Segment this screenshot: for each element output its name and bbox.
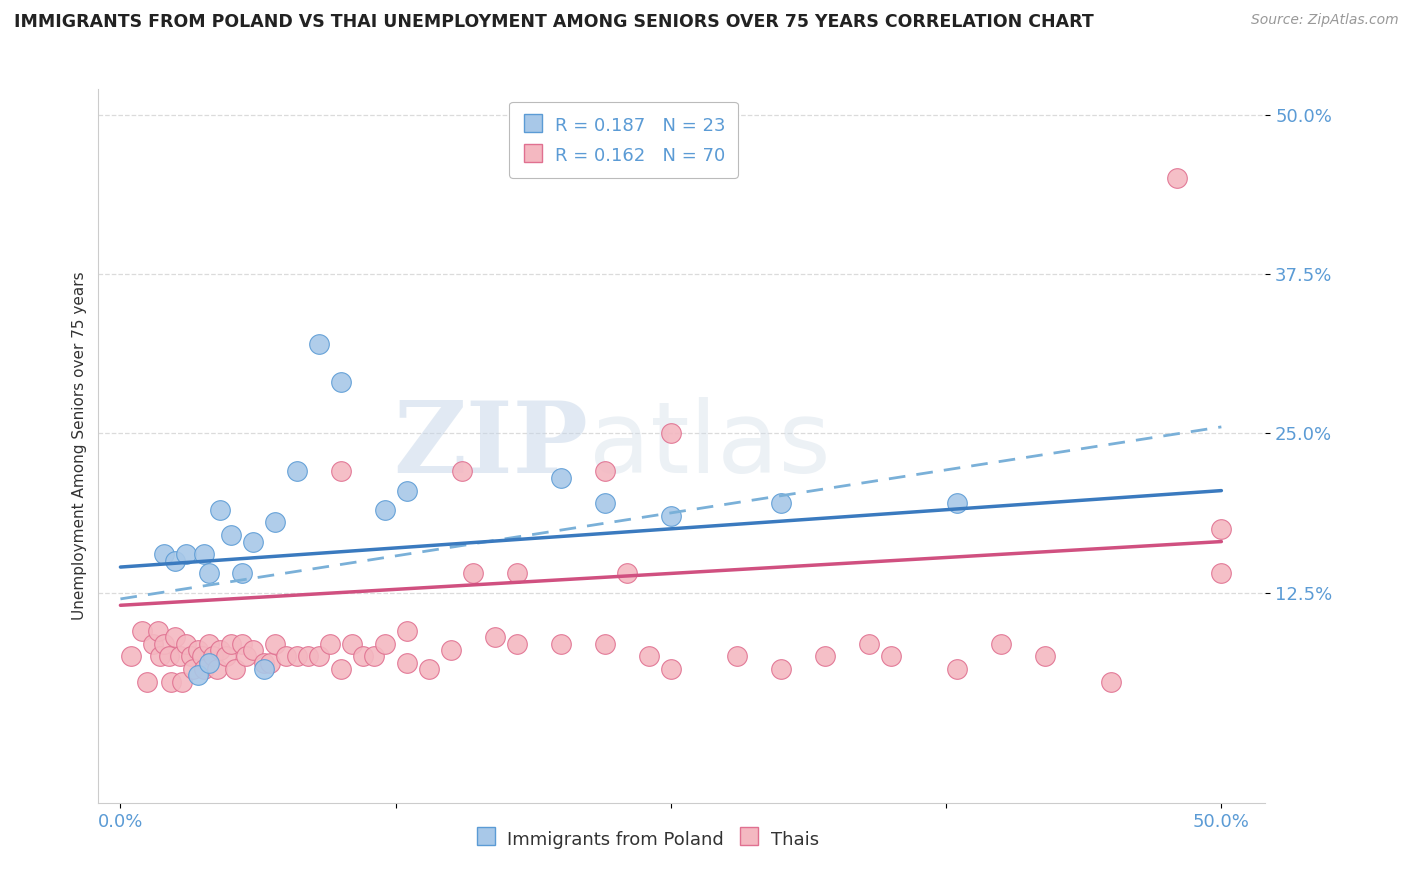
Point	[374, 636, 396, 650]
Point	[285, 465, 308, 479]
Legend: Immigrants from Poland, Thais: Immigrants from Poland, Thais	[465, 819, 828, 858]
Point	[308, 337, 330, 351]
Point	[395, 483, 418, 498]
Point	[340, 636, 363, 650]
Point	[193, 547, 215, 561]
Point	[142, 636, 165, 650]
Point	[814, 649, 837, 664]
Point	[769, 662, 792, 676]
Point	[263, 636, 285, 650]
Point	[395, 656, 418, 670]
Point	[395, 624, 418, 638]
Point	[252, 656, 274, 670]
Point	[219, 636, 242, 650]
Point	[242, 643, 264, 657]
Point	[157, 649, 180, 664]
Point	[297, 649, 319, 664]
Point	[880, 649, 903, 664]
Point	[484, 630, 506, 644]
Point	[120, 649, 142, 664]
Point	[259, 656, 281, 670]
Point	[176, 636, 198, 650]
Point	[180, 649, 202, 664]
Point	[207, 662, 229, 676]
Point	[946, 662, 969, 676]
Point	[769, 496, 792, 510]
Point	[329, 376, 352, 390]
Point	[131, 624, 153, 638]
Point	[329, 465, 352, 479]
Point	[374, 502, 396, 516]
Point	[363, 649, 385, 664]
Point	[450, 465, 472, 479]
Point	[231, 566, 253, 581]
Point	[231, 636, 253, 650]
Point	[550, 471, 572, 485]
Point	[263, 516, 285, 530]
Point	[181, 662, 204, 676]
Point	[274, 649, 297, 664]
Point	[659, 426, 682, 441]
Point	[593, 465, 616, 479]
Point	[146, 624, 169, 638]
Point	[215, 649, 238, 664]
Point	[285, 649, 308, 664]
Point	[329, 662, 352, 676]
Point	[318, 636, 340, 650]
Point	[197, 566, 219, 581]
Point	[197, 656, 219, 670]
Point	[659, 662, 682, 676]
Point	[176, 547, 198, 561]
Point	[135, 674, 157, 689]
Point	[201, 649, 224, 664]
Point	[946, 496, 969, 510]
Point	[616, 566, 638, 581]
Point	[172, 674, 194, 689]
Point	[186, 643, 208, 657]
Point	[235, 649, 257, 664]
Point	[224, 662, 246, 676]
Point	[638, 649, 661, 664]
Point	[593, 636, 616, 650]
Point	[242, 534, 264, 549]
Point	[725, 649, 748, 664]
Point	[193, 662, 215, 676]
Point	[169, 649, 191, 664]
Point	[208, 643, 231, 657]
Point	[506, 566, 529, 581]
Text: ZIP: ZIP	[394, 398, 589, 494]
Point	[1033, 649, 1056, 664]
Point	[149, 649, 172, 664]
Point	[165, 554, 187, 568]
Point	[160, 674, 183, 689]
Point	[153, 636, 176, 650]
Point	[252, 662, 274, 676]
Point	[165, 630, 187, 644]
Point	[352, 649, 374, 664]
Point	[506, 636, 529, 650]
Point	[461, 566, 484, 581]
Point	[186, 668, 208, 682]
Point	[418, 662, 440, 676]
Point	[858, 636, 880, 650]
Point	[659, 509, 682, 524]
Point	[1166, 171, 1188, 186]
Point	[593, 496, 616, 510]
Point	[219, 528, 242, 542]
Y-axis label: Unemployment Among Seniors over 75 years: Unemployment Among Seniors over 75 years	[72, 272, 87, 620]
Point	[550, 636, 572, 650]
Text: IMMIGRANTS FROM POLAND VS THAI UNEMPLOYMENT AMONG SENIORS OVER 75 YEARS CORRELAT: IMMIGRANTS FROM POLAND VS THAI UNEMPLOYM…	[14, 13, 1094, 31]
Point	[308, 649, 330, 664]
Point	[1099, 674, 1122, 689]
Point	[440, 643, 463, 657]
Text: atlas: atlas	[589, 398, 830, 494]
Point	[197, 636, 219, 650]
Point	[1211, 566, 1233, 581]
Point	[990, 636, 1012, 650]
Point	[191, 649, 214, 664]
Point	[153, 547, 176, 561]
Point	[208, 502, 231, 516]
Point	[1211, 522, 1233, 536]
Text: Source: ZipAtlas.com: Source: ZipAtlas.com	[1251, 13, 1399, 28]
